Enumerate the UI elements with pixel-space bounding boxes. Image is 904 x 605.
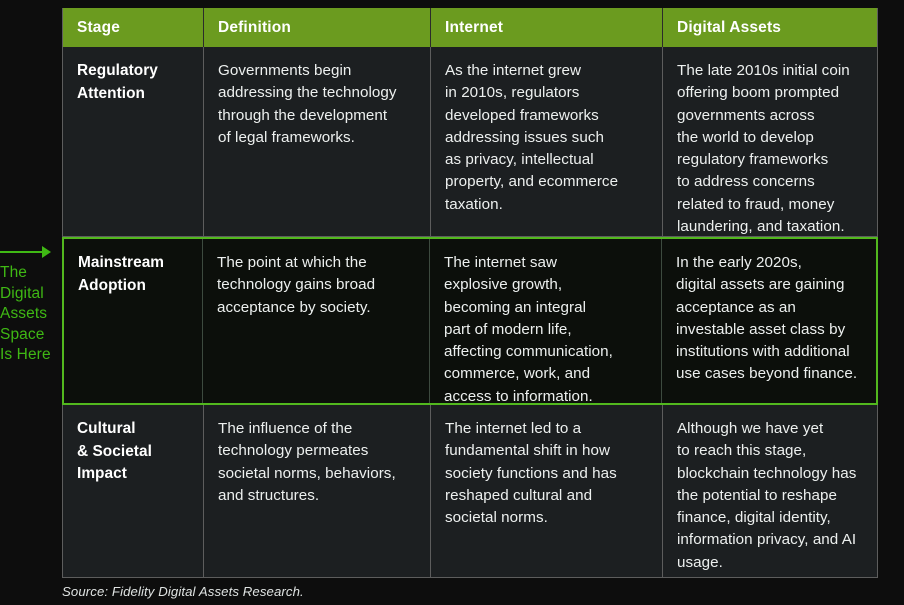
cell-stage: Regulatory Attention bbox=[63, 47, 204, 236]
column-header-stage: Stage bbox=[63, 8, 204, 47]
table-body: Regulatory Attention Governments begin a… bbox=[62, 47, 878, 577]
table-row-highlighted: Mainstream Adoption The point at which t… bbox=[62, 237, 878, 405]
cell-definition: Governments begin addressing the technol… bbox=[204, 47, 431, 236]
cell-digital-assets: The late 2010s initial coin offering boo… bbox=[677, 62, 850, 236]
cell-definition: The point at which the technology gains … bbox=[203, 239, 430, 403]
cell-stage: Mainstream Adoption bbox=[64, 239, 203, 403]
arrow-right-icon bbox=[0, 244, 58, 260]
cell-internet: The internet led to a fundamental shift … bbox=[431, 405, 663, 577]
table-row: Regulatory Attention Governments begin a… bbox=[63, 47, 877, 237]
column-header-definition: Definition bbox=[204, 8, 431, 47]
arrow-head bbox=[42, 246, 51, 258]
cell-internet: As the internet grew in 2010s, regulator… bbox=[431, 47, 663, 236]
arrow-shaft bbox=[0, 251, 44, 253]
table-header-row: Stage Definition Internet Digital Assets bbox=[63, 8, 877, 47]
column-header-digital-assets: Digital Assets bbox=[677, 18, 782, 36]
digital-assets-space-annotation: The Digital Assets Space Is Here bbox=[0, 244, 58, 366]
cell-definition: The influence of the technology permeate… bbox=[204, 405, 431, 577]
column-header-internet: Internet bbox=[431, 8, 663, 47]
comparison-table: Stage Definition Internet Digital Assets… bbox=[62, 8, 878, 578]
cell-digital-assets: In the early 2020s, digital assets are g… bbox=[676, 254, 858, 383]
cell-internet: The internet saw explosive growth, becom… bbox=[430, 239, 662, 405]
cell-stage: Cultural & Societal Impact bbox=[63, 405, 204, 577]
cell-digital-assets: Although we have yet to reach this stage… bbox=[677, 420, 857, 571]
table-row: Cultural & Societal Impact The influence… bbox=[63, 405, 877, 577]
annotation-label: The Digital Assets Space Is Here bbox=[0, 264, 51, 363]
source-caption: Source: Fidelity Digital Assets Research… bbox=[62, 584, 304, 599]
